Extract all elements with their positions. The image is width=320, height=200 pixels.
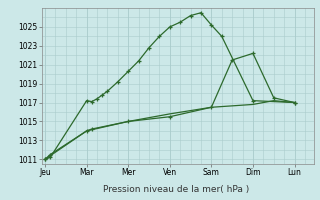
- Text: Pression niveau de la mer( hPa ): Pression niveau de la mer( hPa ): [103, 185, 249, 194]
